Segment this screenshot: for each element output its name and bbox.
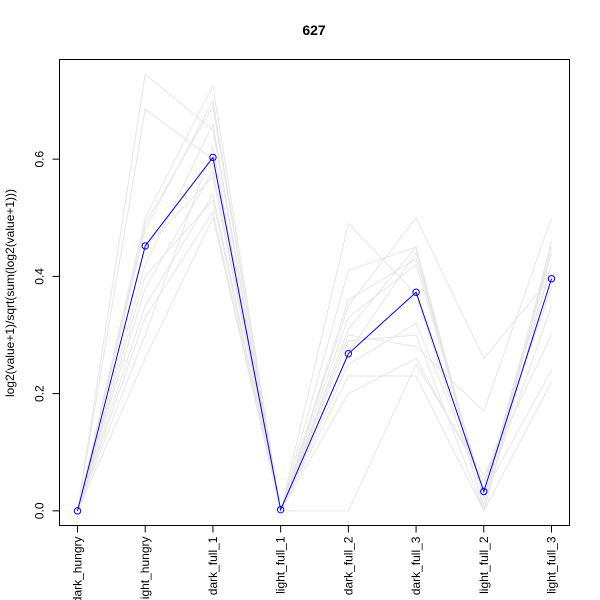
data-point-light_full_3 — [547, 275, 556, 283]
data-point-dark_hungry — [73, 507, 82, 515]
background-series-line-4 — [77, 98, 552, 512]
data-point-light_full_2 — [480, 487, 488, 496]
background-series-line-3 — [77, 84, 552, 511]
y-axis-label: log2(value+1)/sqrt(sum(log2(value+1))) — [3, 189, 17, 397]
chart-title: 627 — [302, 22, 326, 38]
x-axis: dark_hungry light_hungry dark_full_1 light_… — [71, 525, 559, 600]
data-point-dark_full_1 — [209, 153, 217, 162]
x-tick-label-dark_full_3: dark_full_3 — [409, 536, 423, 595]
y-tick-label: 0.4 — [33, 268, 47, 285]
x-tick-label-dark_hungry: dark_hungry — [71, 537, 85, 600]
x-tick-label-light_full_2: light_full_2 — [477, 536, 491, 594]
highlight-series — [73, 153, 556, 515]
x-tick-label-light_full_1: light_full_1 — [274, 536, 288, 594]
background-series — [77, 73, 552, 513]
data-point-light_full_1 — [276, 505, 285, 514]
background-series-line-1 — [77, 73, 552, 513]
background-series-line-8 — [77, 145, 552, 513]
highlight-series-line — [77, 156, 552, 512]
data-point-light_hungry — [141, 242, 149, 250]
x-tick-label-light_hungry: light_hungry — [138, 537, 152, 600]
background-series-line-6 — [77, 169, 552, 513]
data-point-dark_full_2 — [344, 350, 353, 358]
y-tick-label: 0.0 — [33, 502, 47, 519]
background-series-line-5 — [77, 122, 552, 513]
background-series-line-13 — [77, 104, 552, 512]
data-point-dark_full_3 — [412, 288, 420, 296]
background-series-line-9 — [77, 216, 552, 513]
y-tick-label: 0.6 — [33, 150, 47, 167]
x-tick-label-dark_full_1: dark_full_1 — [206, 536, 220, 595]
x-tick-label-dark_full_2: dark_full_2 — [341, 536, 355, 595]
y-axis: 0.0 0.2 0.4 0.6 — [33, 150, 60, 519]
background-series-line-2 — [77, 108, 552, 511]
y-tick-label: 0.2 — [33, 385, 47, 402]
x-tick-label-light_full_3: light_full_3 — [545, 536, 559, 594]
background-series-line-11 — [77, 175, 552, 513]
